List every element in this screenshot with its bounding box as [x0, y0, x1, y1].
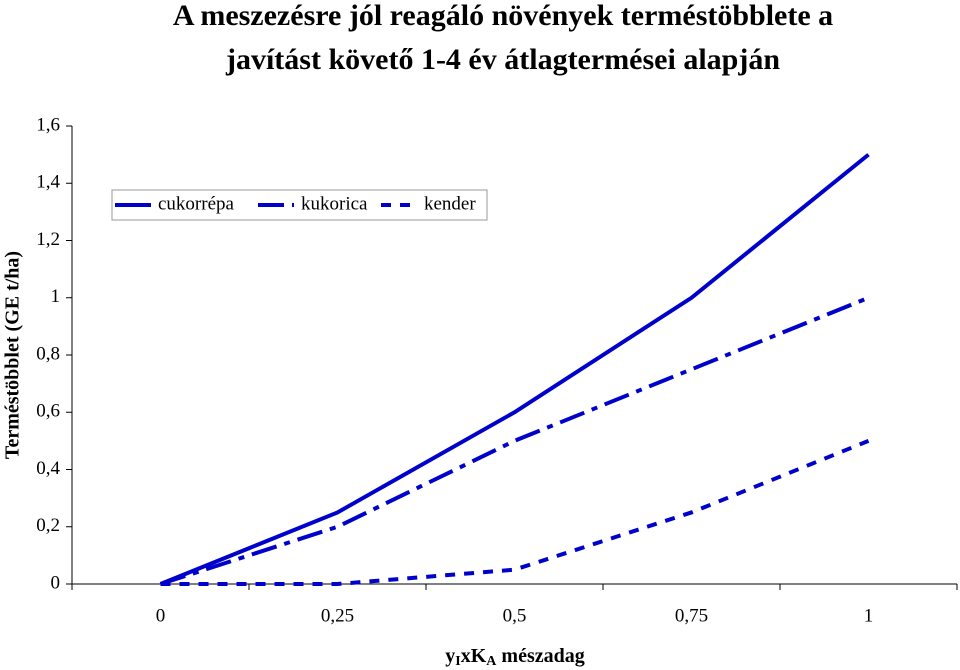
y-tick-label: 1,2	[36, 229, 60, 250]
x-tick-label: 0,75	[675, 605, 708, 626]
legend-label: kukorica	[301, 193, 368, 214]
y-tick-label: 1,6	[36, 114, 60, 135]
y-tick-label: 0,2	[36, 515, 60, 536]
chart-title: javítást követő 1-4 év átlagtermései ala…	[225, 43, 780, 76]
x-axis-title-part: y	[445, 645, 455, 667]
x-axis-title-part: xK	[461, 645, 487, 667]
y-axis-title: Terméstöbblet (GE t/ha)	[2, 251, 24, 459]
y-tick-label: 0,4	[36, 458, 60, 479]
line-series	[159, 153, 870, 586]
x-tick-label: 0,5	[503, 605, 527, 626]
chart-title: A meszezésre jól reagáló növények termés…	[173, 0, 833, 32]
y-tick-label: 0,6	[36, 401, 60, 422]
x-axis-title-part: mészadag	[496, 645, 584, 667]
line-series	[159, 295, 870, 586]
legend-label: kender	[424, 193, 476, 214]
y-tick-label: 1,4	[36, 172, 60, 193]
x-tick-label: 1	[864, 605, 874, 626]
y-tick-label: 0,8	[36, 343, 60, 364]
x-tick-label: 0,25	[321, 605, 354, 626]
x-axis-title-part: I	[455, 654, 460, 669]
y-tick-label: 1	[51, 286, 61, 307]
x-axis-title-part: A	[486, 654, 497, 669]
legend-box	[111, 189, 488, 221]
x-axis-title: yIxKA mészadag	[445, 645, 584, 670]
x-tick-label: 0	[156, 605, 166, 626]
legend-label: cukorrépa	[158, 193, 235, 214]
line-series	[160, 439, 870, 586]
y-tick-label: 0	[51, 572, 61, 593]
